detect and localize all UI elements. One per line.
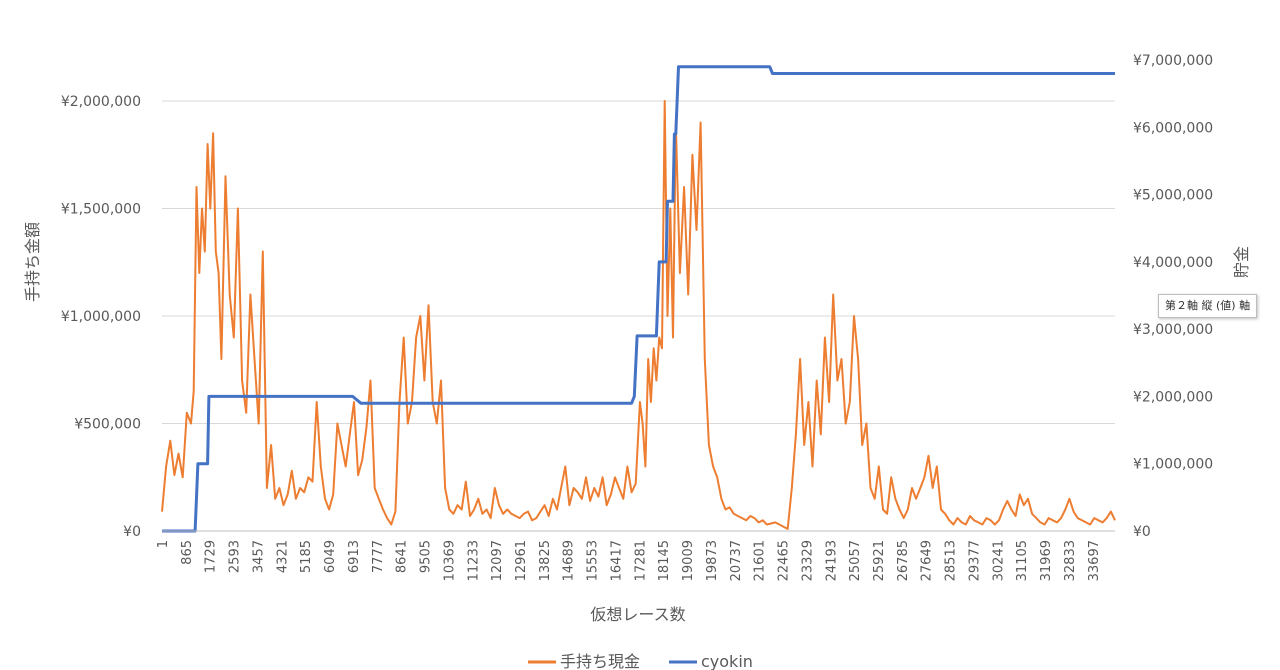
legend-label: cyokin: [701, 652, 753, 670]
x-tick-label: 1729: [204, 540, 219, 573]
x-tick-label: 14689: [562, 540, 577, 581]
y2-axis-title: 貯金: [1232, 246, 1251, 278]
x-tick-label: 25921: [872, 540, 887, 581]
y-tick-label: ¥1,000,000: [61, 309, 141, 325]
x-tick-label: 19009: [681, 540, 696, 581]
legend-label: 手持ち現金: [560, 652, 640, 670]
x-tick-label: 21601: [753, 540, 768, 581]
x-tick-label: 31105: [1015, 540, 1030, 581]
x-tick-label: 2593: [228, 540, 243, 573]
y2-tick-label: ¥0: [1133, 524, 1151, 540]
x-tick-label: 17281: [633, 540, 648, 581]
x-tick-label: 9505: [419, 540, 434, 573]
y2-tick-label: ¥6,000,000: [1133, 120, 1213, 136]
x-tick-label: 11233: [466, 540, 481, 581]
x-tick-label: 8641: [395, 540, 410, 573]
x-tick-label: 12961: [514, 540, 529, 581]
y2-tick-label: ¥3,000,000: [1133, 322, 1213, 338]
right-axis-ticks: ¥0 ¥1,000,000 ¥2,000,000 ¥3,000,000 ¥4,000,0…: [1133, 53, 1213, 540]
y-axis-title: 手持ち金額: [23, 222, 42, 302]
y-tick-label: ¥1,500,000: [61, 202, 141, 218]
x-tick-label: 3457: [251, 540, 266, 573]
x-tick-label: 25057: [848, 540, 863, 581]
left-axis-ticks: ¥0 ¥500,000 ¥1,000,000 ¥1,500,000 ¥2,000,000: [61, 94, 141, 540]
x-tick-label: 12097: [490, 540, 505, 581]
x-tick-label: 19873: [705, 540, 720, 581]
x-tick-label: 28513: [944, 540, 959, 581]
x-tick-label: 29377: [967, 540, 982, 581]
gridlines: [162, 100, 1115, 424]
y-tick-label: ¥0: [123, 524, 141, 540]
axis-tooltip: 第２軸 縦 (値) 軸: [1158, 294, 1258, 318]
x-tick-label: 22465: [777, 540, 792, 581]
x-tick-label: 5185: [299, 540, 314, 573]
series-layer: [161, 65, 1116, 533]
x-tick-label: 1: [156, 540, 171, 548]
y-tick-label: ¥500,000: [74, 417, 141, 433]
x-tick-label: 4321: [275, 540, 290, 573]
x-tick-label: 18145: [657, 540, 672, 581]
x-tick-label: 24193: [824, 540, 839, 581]
x-tick-label: 20737: [729, 540, 744, 581]
y2-tick-label: ¥5,000,000: [1133, 188, 1213, 204]
x-tick-label: 865: [180, 540, 195, 565]
x-tick-label: 13825: [538, 540, 553, 581]
x-tick-label: 31969: [1039, 540, 1054, 581]
series-line-cash: [161, 100, 1116, 530]
x-tick-label: 30241: [991, 540, 1006, 581]
x-tick-label: 32833: [1063, 540, 1078, 581]
x-tick-label: 6049: [323, 540, 338, 573]
x-tick-label: 26785: [896, 540, 911, 581]
x-tick-label: 10369: [442, 540, 457, 581]
y2-tick-label: ¥2,000,000: [1133, 389, 1213, 405]
y2-tick-label: ¥1,000,000: [1133, 457, 1213, 473]
x-tick-label: 6913: [347, 540, 362, 573]
x-tick-label: 27649: [920, 540, 935, 581]
legend[interactable]: 手持ち現金 cyokin: [528, 652, 753, 670]
x-axis-ticks: 1 865 1729 2593 3457 4321 5185 6049 6913 7777 8641…: [156, 540, 1102, 581]
x-tick-label: 33697: [1087, 540, 1102, 581]
x-tick-label: 23329: [800, 540, 815, 581]
x-tick-label: 7777: [371, 540, 386, 573]
x-tick-label: 16417: [609, 540, 624, 581]
y2-tick-label: ¥4,000,000: [1133, 255, 1213, 271]
x-axis-title: 仮想レース数: [590, 605, 685, 624]
y2-tick-label: ¥7,000,000: [1133, 53, 1213, 69]
series-line-cyokin: [162, 65, 1115, 533]
x-tick-label: 15553: [586, 540, 601, 581]
y-tick-label: ¥2,000,000: [61, 94, 141, 110]
